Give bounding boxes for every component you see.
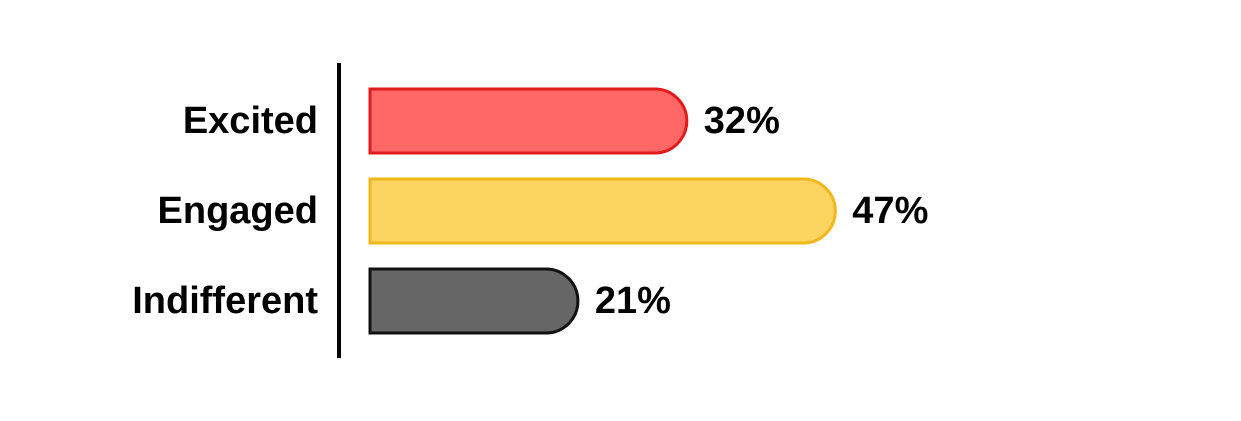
bars-layer: Excited 32% Engaged 47% Indifferent 21% [132, 87, 928, 335]
bar-engaged [368, 177, 837, 245]
category-label: Engaged [158, 190, 318, 232]
bar-indifferent [368, 267, 580, 335]
value-label: 32% [704, 100, 780, 142]
value-label: 47% [852, 190, 928, 232]
bar-excited [368, 87, 689, 155]
value-label: 21% [595, 280, 671, 322]
category-label: Excited [183, 100, 318, 142]
category-label: Indifferent [132, 280, 318, 322]
